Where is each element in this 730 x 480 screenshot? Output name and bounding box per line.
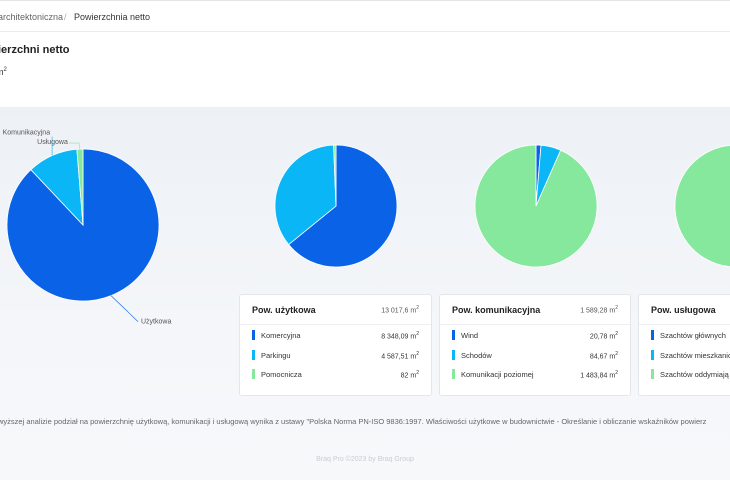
unit-exponent: 2: [615, 370, 618, 376]
legend-row: Parkingu 4 587,51 m2: [240, 345, 431, 365]
unit-exponent: 2: [416, 331, 419, 337]
row-value: 84,67 m2: [590, 351, 618, 360]
row-label: Parkingu: [261, 350, 291, 360]
breadcrumb-parent-link[interactable]: architektoniczna: [0, 12, 64, 22]
pie-slice-label: Usługowa: [37, 139, 68, 146]
row-label: Szachtów oddymiają: [660, 370, 729, 379]
legend-row: Szachtów mieszkanio: [639, 345, 730, 365]
row-value-number: 1 483,84 m: [580, 372, 616, 380]
swatch-dark-blue: [452, 330, 455, 340]
card-uzytkowa: Pow. użytkowa 13 017,6 m2 Komercyjna 8 34…: [239, 294, 432, 396]
card-header: Pow. usługowa: [639, 295, 730, 325]
card-total: 1 589,28 m2: [580, 305, 618, 314]
card-title: Pow. użytkowa: [252, 305, 316, 315]
pie-slice-komercyjna[interactable]: [288, 144, 398, 268]
pie-slice-label: Komunikacyjna: [3, 130, 51, 137]
swatch-green: [452, 369, 455, 379]
legend-row: Komunikacji poziomej 1 483,84 m2: [440, 364, 630, 384]
row-label: Szachtów mieszkanio: [660, 350, 730, 360]
row-label: Szachtów głównych: [660, 331, 726, 340]
pie-slice-parkingu[interactable]: [274, 144, 337, 246]
card-total: 13 017,6 m2: [381, 305, 419, 314]
swatch-dark-blue: [252, 330, 255, 340]
footnote: wyższej analizie podział na powierzchnię…: [0, 417, 707, 426]
breadcrumb-current: Powierzchnia netto: [74, 12, 151, 22]
row-label: Pomocnicza: [261, 370, 302, 379]
row-value-number: 4 587,51 m: [381, 352, 417, 360]
swatch-dark-blue: [651, 330, 654, 340]
row-label: Komunikacji poziomej: [461, 370, 534, 379]
card-total-value: 13 017,6 m: [381, 307, 417, 315]
unit-exponent: 2: [3, 67, 7, 73]
unit-exponent: 2: [615, 350, 618, 357]
pie-uzytkowa: [274, 144, 398, 268]
row-value: 20,78 m2: [590, 331, 618, 340]
row-value: 8 348,09 m2: [381, 331, 419, 340]
unit-exponent: 2: [416, 305, 419, 311]
legend-row: Schodów 84,67 m2: [440, 345, 630, 365]
swatch-light-blue: [651, 349, 654, 360]
legend-row: Komercyjna 8 348,09 m2: [240, 325, 431, 345]
legend-row: Pomocnicza 82 m2: [240, 364, 431, 384]
unit-text: m: [0, 67, 4, 77]
card-uslugowa: Pow. usługowa Szachtów głównych Szachtów…: [638, 294, 730, 396]
card-header: Pow. użytkowa 13 017,6 m2: [240, 295, 431, 325]
row-value-number: 84,67 m: [589, 352, 616, 360]
card-title: Pow. usługowa: [651, 305, 716, 315]
breadcrumb-separator: /: [64, 12, 67, 22]
unit-exponent: 2: [615, 331, 618, 337]
card-komunikacyjna: Pow. komunikacyjna 1 589,28 m2 Wind 20,78…: [439, 294, 631, 396]
card-total-value: 1 589,28 m: [580, 307, 616, 315]
row-value: 4 587,51 m2: [381, 351, 419, 360]
row-value: 1 483,84 m2: [580, 370, 618, 379]
row-label: Komercyjna: [261, 331, 301, 340]
row-value-number: 8 348,09 m: [381, 333, 417, 341]
pie-uslugowa: [674, 144, 730, 268]
swatch-green: [651, 369, 654, 379]
card-title: Pow. komunikacyjna: [452, 305, 541, 315]
footer: Braq Pro ©2023 by Braq Group: [316, 456, 414, 463]
row-value: 82 m2: [401, 370, 419, 379]
pie-slice-pomocnicza[interactable]: [333, 144, 337, 207]
slice-label-leader: [110, 295, 139, 322]
unit-exponent: 2: [416, 370, 419, 376]
swatch-light-blue: [452, 349, 455, 360]
swatch-green: [252, 369, 255, 379]
unit-exponent: 2: [416, 350, 419, 357]
pie-slice-label: Użytkowa: [141, 319, 171, 326]
pie-slice-szachtów-oddymiają[interactable]: [674, 144, 730, 268]
page-header: ierzchni netto m2: [0, 32, 730, 108]
legend-row: Szachtów oddymiają: [639, 364, 730, 384]
slice-label-leader: [68, 142, 81, 150]
pie-komunikacyjna: [474, 144, 598, 268]
row-label: Schodów: [461, 350, 492, 360]
legend-row: Wind 20,78 m2: [440, 325, 630, 345]
page-unit: m2: [0, 67, 7, 77]
legend-row: Szachtów głównych: [639, 325, 730, 345]
page-title: ierzchni netto: [0, 44, 70, 56]
row-label: Wind: [461, 331, 479, 340]
unit-exponent: 2: [615, 305, 618, 311]
card-header: Pow. komunikacyjna 1 589,28 m2: [440, 295, 630, 325]
breadcrumb: architektoniczna / Powierzchnia netto: [0, 0, 730, 32]
row-value-number: 20,78 m: [589, 333, 616, 341]
pie-main: [6, 148, 160, 302]
row-value-number: 82 m: [400, 372, 417, 380]
swatch-light-blue: [252, 349, 255, 360]
pie-slice-komunikacji-poziomej[interactable]: [474, 144, 598, 268]
